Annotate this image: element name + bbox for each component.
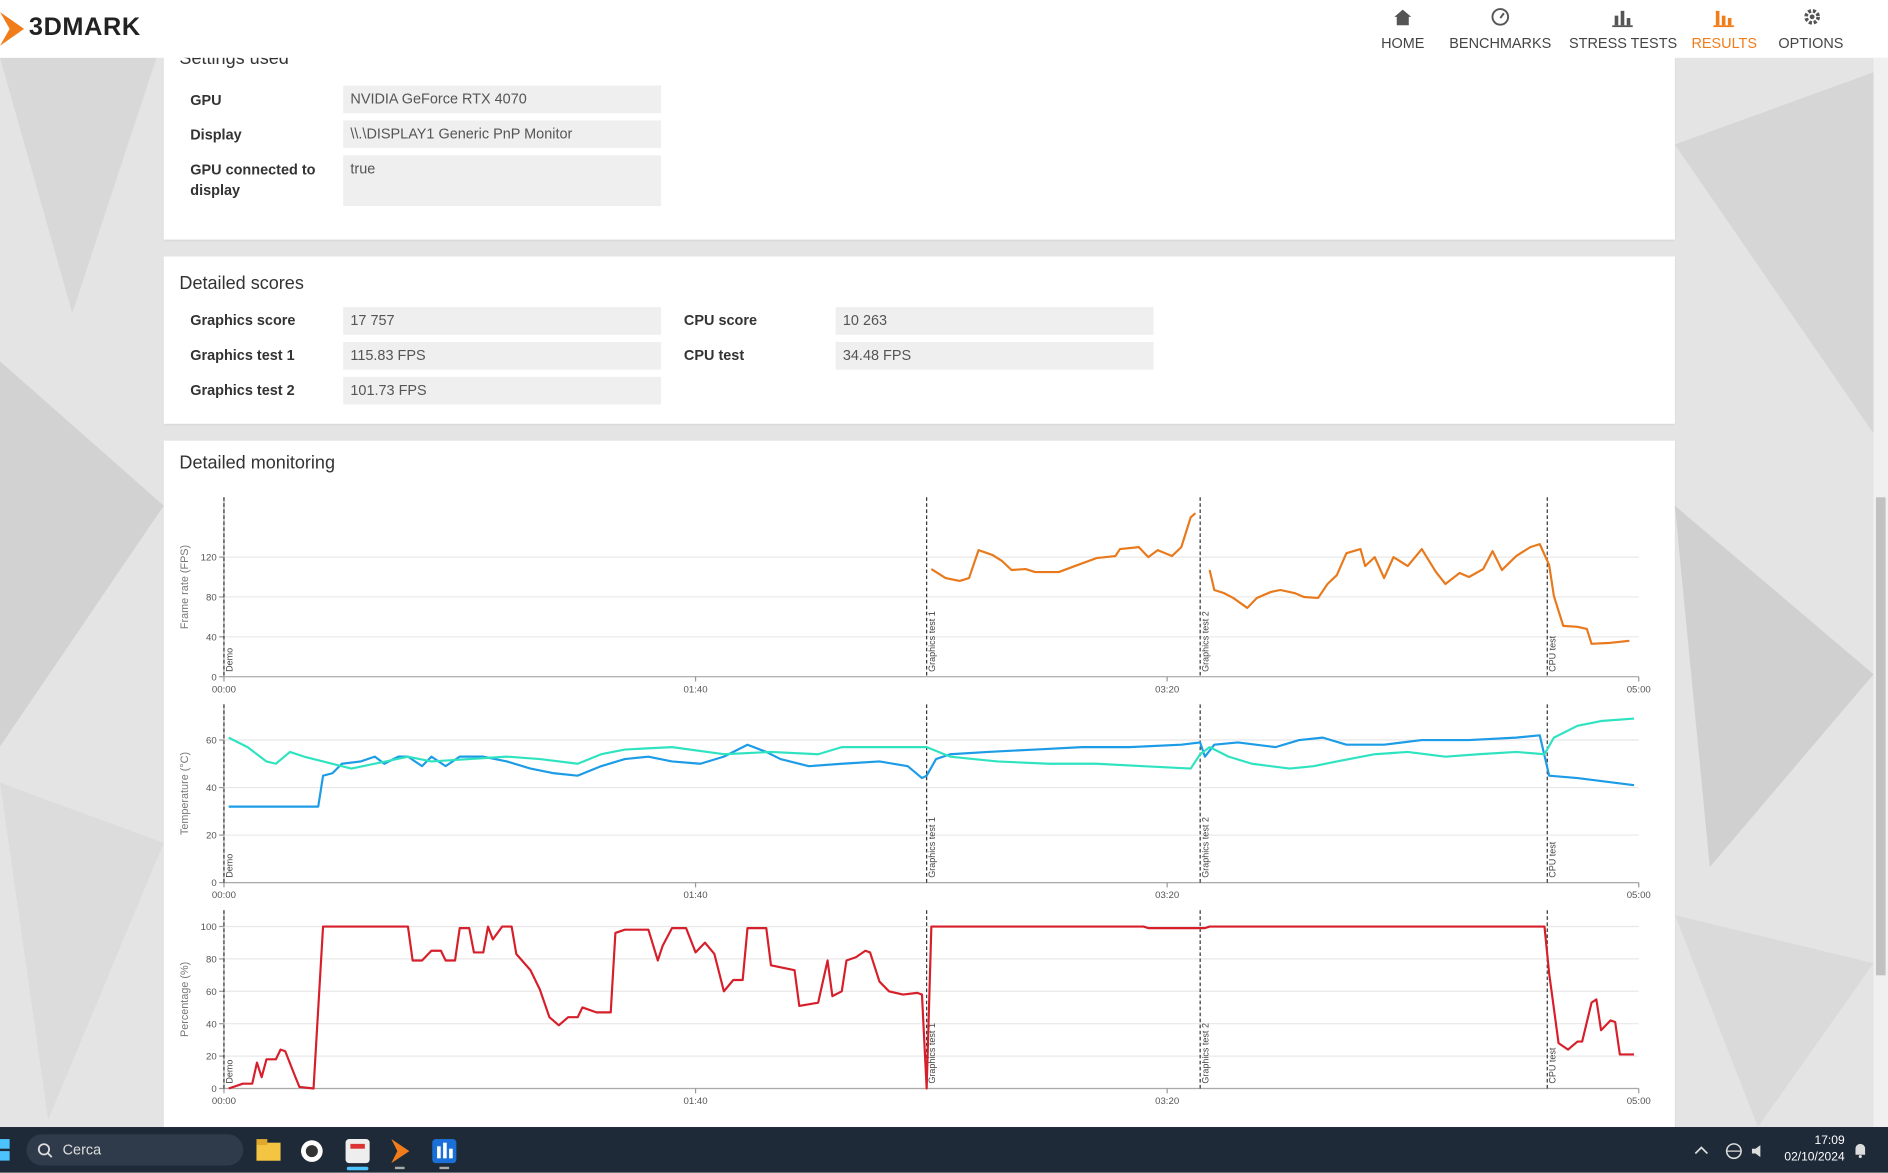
score-label: Graphics test 1 <box>190 346 295 364</box>
x-tick-label: 01:40 <box>684 1096 708 1107</box>
phase-label: Graphics test 2 <box>1201 1023 1211 1084</box>
score-label: Graphics score <box>190 311 296 329</box>
x-tick-label: 03:20 <box>1155 890 1179 901</box>
search-text: Cerca <box>62 1141 102 1159</box>
nav-home[interactable]: HOME <box>1381 34 1425 52</box>
phase-label: Demo <box>224 648 234 672</box>
y-tick-label: 0 <box>211 878 216 889</box>
panel-title: Detailed scores <box>179 273 304 294</box>
phase-label: CPU test <box>1548 1047 1558 1084</box>
x-tick-label: 05:00 <box>1627 1096 1651 1107</box>
nav-results[interactable]: RESULTS <box>1691 34 1758 52</box>
y-tick-label: 120 <box>201 553 217 564</box>
y-tick-label: 20 <box>206 831 217 842</box>
y-tick-label: 60 <box>206 736 217 747</box>
scrollbar[interactable] <box>1873 57 1888 1128</box>
taskbar: Cerca 17:09 02/10/2024 <box>0 1127 1888 1173</box>
y-tick-label: 60 <box>206 987 217 998</box>
setting-label: Display <box>190 126 242 144</box>
x-tick-label: 03:20 <box>1155 684 1179 695</box>
panel-title: Detailed monitoring <box>179 452 336 474</box>
x-tick-label: 01:40 <box>684 890 708 901</box>
logo: 3DMARK <box>28 13 141 41</box>
top-bar: 3DMARK HOME BENCHMARKS STRESS TESTS RESU… <box>0 0 1888 58</box>
phase-label: Graphics test 1 <box>927 611 937 672</box>
x-tick-label: 03:20 <box>1155 1096 1179 1107</box>
setting-label: GPU connected to display <box>190 161 316 199</box>
setting-value: \\.\DISPLAY1 Generic PnP Monitor <box>343 120 662 149</box>
y-tick-label: 80 <box>206 954 217 965</box>
score-value: 34.48 FPS <box>835 341 1154 370</box>
x-tick-label: 00:00 <box>212 684 236 695</box>
y-tick-label: 0 <box>211 1084 216 1095</box>
clock-time: 17:09 <box>1814 1134 1845 1148</box>
score-value: 10 263 <box>835 307 1154 335</box>
monitoring-panel: Detailed monitoring <box>163 440 1675 1164</box>
setting-value: true <box>343 155 662 206</box>
search-icon <box>37 1143 53 1158</box>
scores-panel: Detailed scores Graphics score 17 757 Gr… <box>163 256 1675 424</box>
score-value: 101.73 FPS <box>343 376 662 405</box>
score-label: CPU score <box>683 311 758 329</box>
y-tick-label: 80 <box>206 593 217 604</box>
system-tray[interactable] <box>1692 1141 1767 1160</box>
score-label: Graphics test 2 <box>190 381 295 399</box>
nav-options[interactable]: OPTIONS <box>1778 34 1844 52</box>
y-tick-label: 100 <box>201 922 217 933</box>
y-axis-title: Temperature (°C) <box>179 752 191 835</box>
y-tick-label: 0 <box>211 672 216 683</box>
phase-label: Demo <box>224 854 234 878</box>
clock-date: 02/10/2024 <box>1784 1151 1845 1165</box>
phase-label: CPU test <box>1548 841 1558 878</box>
phase-label: CPU test <box>1548 635 1558 672</box>
y-axis-title: Percentage (%) <box>179 962 191 1037</box>
y-tick-label: 40 <box>206 1019 217 1030</box>
phase-label: Graphics test 1 <box>927 1023 937 1084</box>
series-line <box>228 925 1635 1090</box>
x-tick-label: 05:00 <box>1627 890 1651 901</box>
search-box[interactable]: Cerca <box>26 1134 244 1166</box>
y-tick-label: 40 <box>206 783 217 794</box>
score-label: CPU test <box>683 346 745 364</box>
settings-panel: Settings used GPU NVIDIA GeForce RTX 407… <box>163 24 1675 240</box>
score-value: 115.83 FPS <box>343 341 662 370</box>
phase-label: Graphics test 2 <box>1201 611 1211 672</box>
nav-benchmarks[interactable]: BENCHMARKS <box>1449 34 1552 52</box>
y-tick-label: 40 <box>206 632 217 643</box>
phase-label: Graphics test 2 <box>1201 817 1211 878</box>
series-line <box>228 717 1635 770</box>
setting-label: GPU <box>190 91 222 109</box>
nav-stress-tests[interactable]: STRESS TESTS <box>1569 34 1678 52</box>
scrollbar-thumb[interactable] <box>1875 497 1886 976</box>
score-value: 17 757 <box>343 307 662 335</box>
x-tick-label: 05:00 <box>1627 684 1651 695</box>
phase-label: Demo <box>224 1060 234 1084</box>
phase-label: Graphics test 1 <box>927 817 937 878</box>
setting-value: NVIDIA GeForce RTX 4070 <box>343 85 662 114</box>
y-tick-label: 20 <box>206 1052 217 1063</box>
x-tick-label: 00:00 <box>212 890 236 901</box>
taskbar-apps[interactable] <box>253 1132 464 1171</box>
series-line <box>930 512 1630 645</box>
y-axis-title: Frame rate (FPS) <box>179 545 191 629</box>
x-tick-label: 00:00 <box>212 1096 236 1107</box>
x-tick-label: 01:40 <box>684 684 708 695</box>
series-line <box>228 734 1635 808</box>
notifications[interactable] <box>1852 1141 1869 1159</box>
logo-icon <box>0 12 25 46</box>
start-button[interactable] <box>0 1139 12 1161</box>
nav-icons <box>1394 8 1820 28</box>
